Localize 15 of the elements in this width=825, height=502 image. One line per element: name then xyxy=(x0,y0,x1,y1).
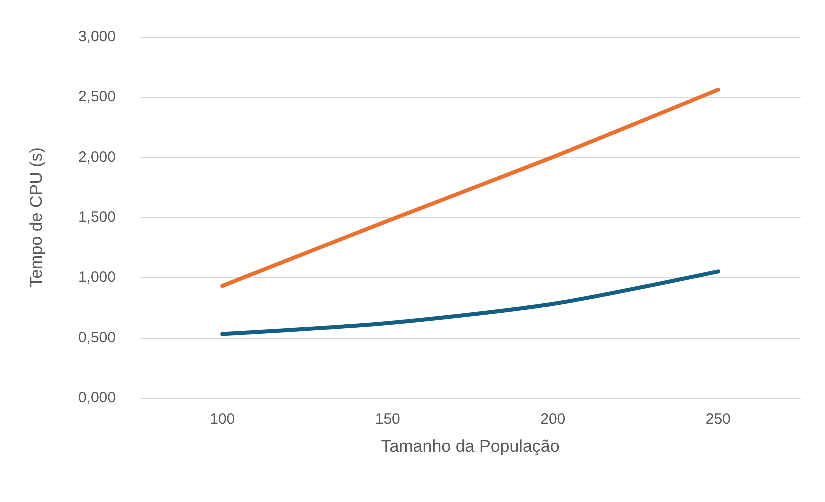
line-series xyxy=(220,270,720,336)
y-tick-label: 2,500 xyxy=(78,88,116,106)
y-tick-label: 3,000 xyxy=(78,28,116,46)
x-tick-label: 150 xyxy=(375,411,400,428)
y-tick-label: 1,000 xyxy=(78,269,116,286)
y-tick-label: 1,500 xyxy=(78,209,116,226)
x-tick-label: 100 xyxy=(210,411,236,428)
y-tick-label: 2,000 xyxy=(78,148,116,166)
y-tick-label: 0,000 xyxy=(78,390,116,406)
x-tick-label: 250 xyxy=(706,411,731,428)
y-tick-label: 0,500 xyxy=(78,329,116,346)
x-tick-label: 200 xyxy=(540,411,566,428)
line-series xyxy=(220,88,720,288)
y-axis-title: Tempo de CPU (s) xyxy=(27,148,46,288)
x-axis-title: Tamanho da População xyxy=(381,437,560,456)
